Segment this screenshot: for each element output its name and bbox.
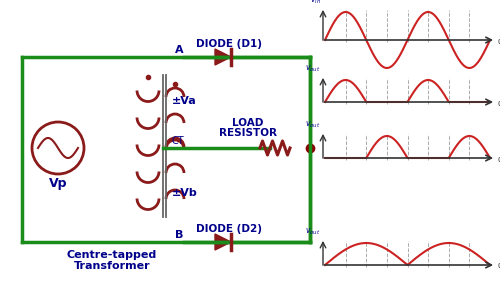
Text: CT: CT	[172, 136, 184, 146]
Text: ωt: ωt	[498, 154, 500, 164]
Text: ±Va: ±Va	[172, 95, 197, 106]
Text: v$_{in}$: v$_{in}$	[310, 0, 321, 6]
Text: DIODE (D1): DIODE (D1)	[196, 39, 262, 49]
Text: Vp: Vp	[49, 178, 67, 190]
Text: DIODE (D2): DIODE (D2)	[196, 224, 262, 234]
Text: RESISTOR: RESISTOR	[219, 128, 277, 138]
Text: v$_{out}$: v$_{out}$	[306, 226, 321, 237]
Text: ±Vb: ±Vb	[172, 188, 198, 198]
Text: B: B	[175, 230, 184, 240]
Polygon shape	[215, 49, 231, 65]
Text: Transformer: Transformer	[74, 261, 150, 271]
Text: v$_{out}$: v$_{out}$	[306, 119, 321, 130]
Text: ωt: ωt	[498, 37, 500, 46]
Text: Centre-tapped: Centre-tapped	[67, 250, 157, 260]
Text: v$_{out}$: v$_{out}$	[306, 64, 321, 74]
Text: ωt: ωt	[498, 98, 500, 107]
Text: LOAD: LOAD	[232, 118, 264, 128]
Polygon shape	[215, 234, 231, 250]
Text: ωt: ωt	[498, 262, 500, 271]
Text: A: A	[175, 45, 184, 55]
